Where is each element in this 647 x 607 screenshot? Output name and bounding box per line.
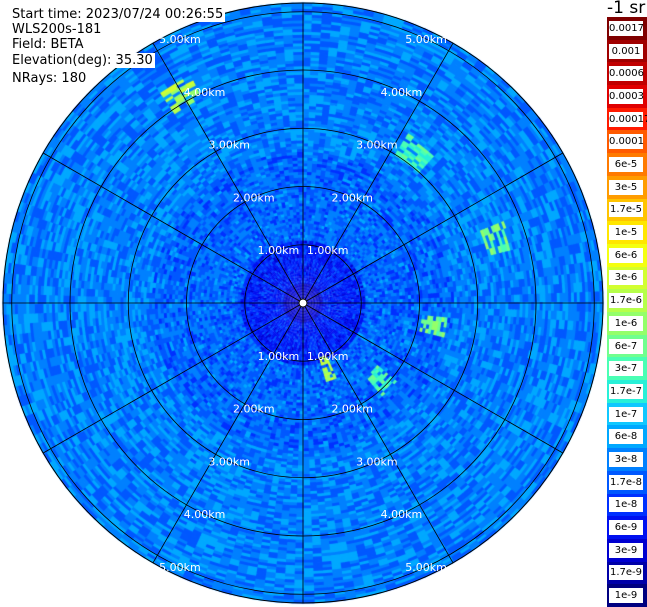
azimuth-spoke: [42, 152, 304, 304]
ring-label: 4.00km: [381, 508, 423, 521]
instrument-label: WLS200s-181: [10, 22, 104, 37]
colorbar-tick-label: 0.0017: [609, 20, 644, 36]
ring-label: 4.00km: [184, 508, 226, 521]
azimuth-spoke: [42, 302, 304, 454]
colorbar-tick-label: 0.001: [609, 43, 643, 59]
colorbar-tick-label: 6e-5: [609, 157, 643, 172]
ring-label: 5.00km: [159, 561, 201, 574]
ring-label: 4.00km: [184, 86, 226, 99]
colorbar-tick-label: 1e-5: [609, 225, 643, 241]
ring-label: 1.00km: [307, 350, 349, 363]
field-label: Field: BETA: [10, 37, 86, 52]
colorbar-tick-label: 3e-7: [609, 361, 643, 377]
colorbar-tick-label: 3e-8: [609, 452, 643, 467]
colorbar-tick-label: 1e-6: [609, 315, 643, 331]
ring-label: 2.00km: [331, 191, 373, 204]
colorbar-tick-label: 3e-9: [609, 542, 643, 558]
azimuth-spoke: [302, 42, 454, 304]
colorbar-tick-label: 0.0001: [609, 134, 644, 150]
colorbar-tick-label: 1.7e-6: [609, 293, 643, 309]
ring-label: 5.00km: [405, 33, 447, 46]
colorbar-title: -1 sr: [607, 0, 646, 18]
elevation-label: Elevation(deg): 35.30: [10, 53, 155, 68]
colorbar-tick-label: 6e-6: [609, 247, 643, 263]
colorbar-tick-label: 0.0003: [609, 88, 644, 104]
ring-label: 1.00km: [307, 244, 349, 257]
colorbar-tick-label: 6e-7: [609, 338, 643, 354]
azimuth-spoke: [302, 152, 564, 304]
azimuth-spoke: [302, 302, 564, 454]
ring-label: 2.00km: [233, 403, 275, 416]
ring-label: 3.00km: [208, 455, 250, 468]
center-marker: [298, 298, 308, 308]
azimuth-spoke: [152, 302, 304, 564]
colorbar-tick-label: 1e-8: [609, 497, 643, 513]
colorbar-tick-label: 1.7e-7: [609, 383, 643, 399]
colorbar-tick-label: 3e-5: [609, 179, 643, 195]
colorbar-tick-label: 0.0006: [609, 66, 644, 82]
colorbar-tick-label: 1.7e-9: [609, 565, 643, 581]
colorbar: 0.0017 0.001 0.0006 0.0003 0.00017 0.0001 6e-5…: [607, 17, 647, 607]
start-time-label: Start time: 2023/07/24 00:26:55: [10, 7, 226, 22]
ring-label: 5.00km: [405, 561, 447, 574]
azimuth-spoke: [152, 42, 304, 304]
ring-label: 1.00km: [258, 244, 300, 257]
colorbar-tick-label: 3e-6: [609, 270, 643, 286]
colorbar-tick-label: 0.00017: [609, 111, 647, 127]
ring-label: 1.00km: [258, 350, 300, 363]
ring-label: 2.00km: [331, 403, 373, 416]
colorbar-tick-label: 1.7e-8: [609, 474, 643, 490]
colorbar-tick-label: 1.7e-5: [609, 202, 643, 218]
nrays-label: NRays: 180: [10, 71, 89, 86]
colorbar-tick-label: 1e-9: [609, 588, 643, 604]
ring-label: 3.00km: [208, 139, 250, 152]
azimuth-spoke: [302, 302, 454, 564]
ring-label: 3.00km: [356, 139, 398, 152]
colorbar-tick-label: 6e-8: [609, 429, 643, 445]
colorbar-tick-label: 6e-9: [609, 520, 643, 536]
colorbar-tick-label: 1e-7: [609, 406, 643, 422]
ring-label: 5.00km: [159, 33, 201, 46]
ring-label: 2.00km: [233, 191, 275, 204]
ring-label: 4.00km: [381, 86, 423, 99]
range-grid: 1.00km 1.00km 1.00km 1.00km 2.00km 2.00km 2.00…: [2, 2, 604, 604]
ring-label: 3.00km: [356, 455, 398, 468]
